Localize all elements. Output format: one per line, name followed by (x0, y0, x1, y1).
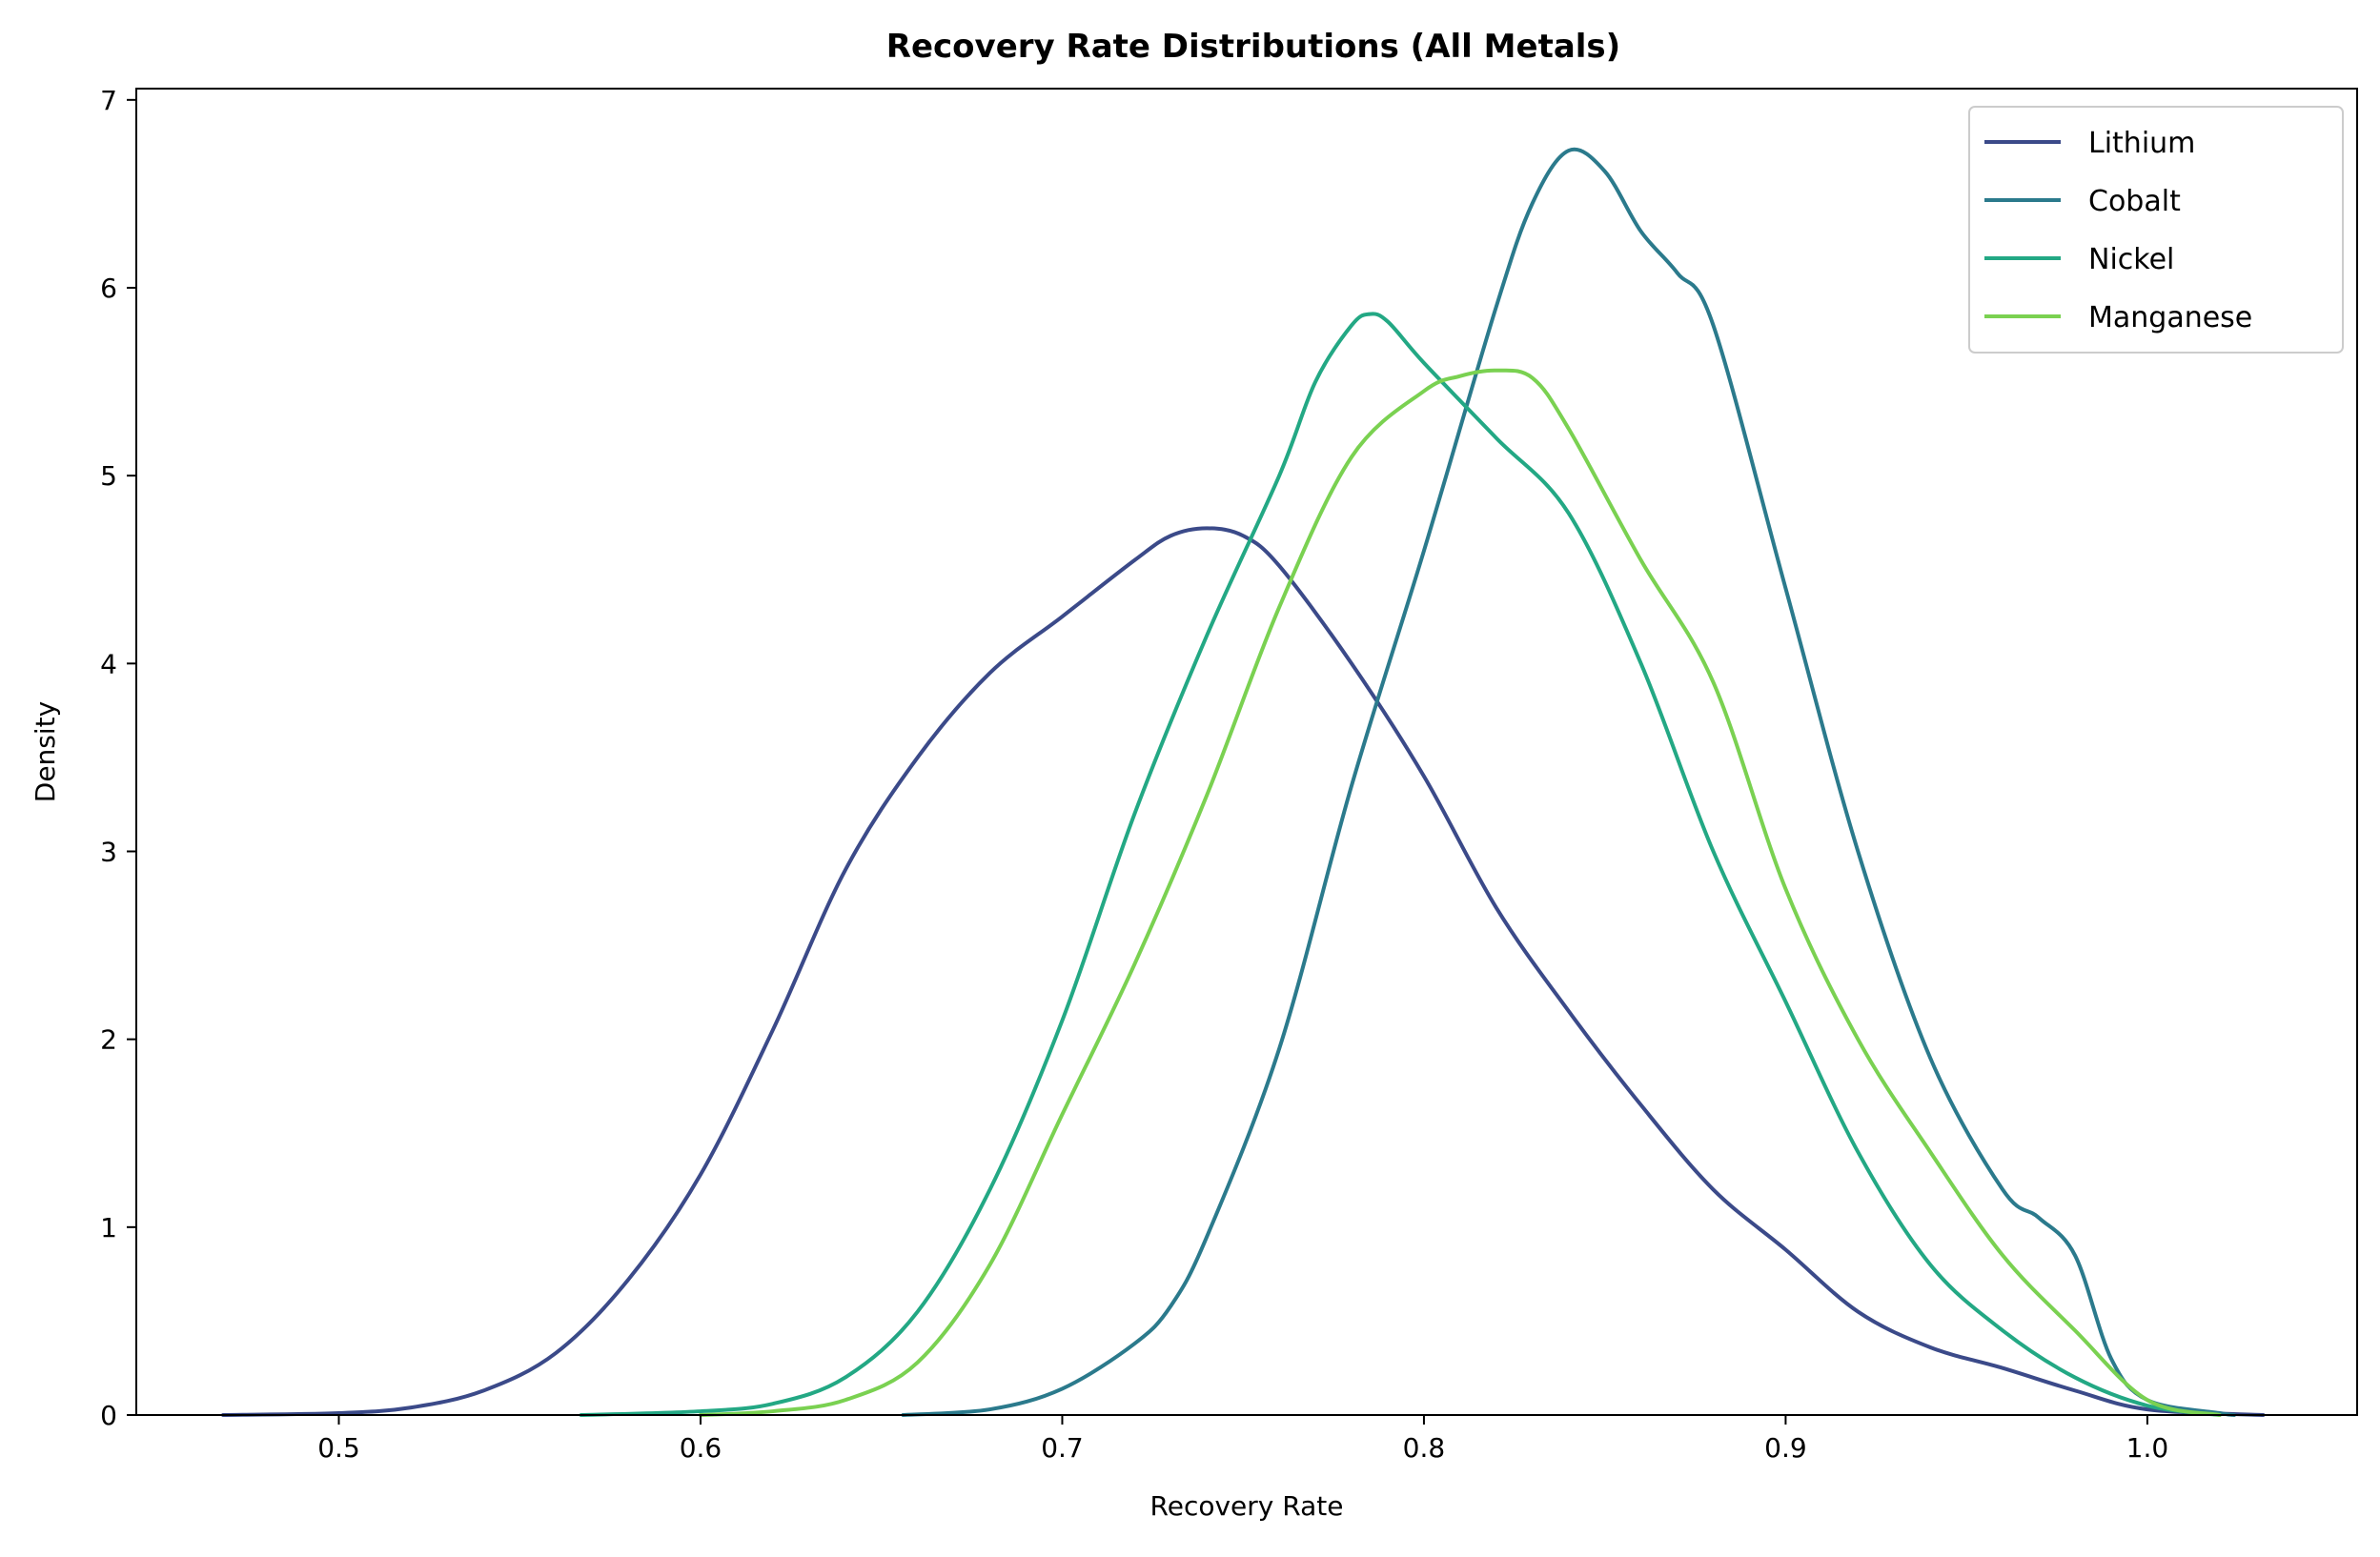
legend-label-lithium: Lithium (2088, 127, 2195, 160)
x-tick-label: 0.7 (1041, 1432, 1084, 1464)
y-axis-label: Density (30, 701, 61, 802)
x-tick-label: 0.9 (1764, 1432, 1807, 1464)
y-tick-label: 7 (100, 85, 117, 116)
x-axis-label: Recovery Rate (1150, 1490, 1344, 1522)
series-line-manganese (698, 368, 2222, 1417)
y-tick-label: 1 (100, 1212, 117, 1244)
x-tick-label: 0.6 (680, 1432, 722, 1464)
x-tick-label: 0.5 (317, 1432, 360, 1464)
legend: Lithium Cobalt Nickel Manganese (1968, 106, 2344, 354)
legend-label-manganese: Manganese (2088, 301, 2252, 334)
series-line-nickel (579, 312, 2222, 1417)
y-tick-label: 2 (100, 1024, 117, 1056)
y-axis-ticks: 0 1 2 3 4 5 6 7 (100, 85, 136, 1431)
y-tick-label: 4 (100, 648, 117, 679)
y-tick-label: 5 (100, 460, 117, 492)
series-line-lithium (221, 526, 2266, 1417)
x-axis-ticks: 0.5 0.6 0.7 0.8 0.9 1.0 (317, 1415, 2168, 1464)
legend-label-cobalt: Cobalt (2088, 185, 2181, 218)
x-tick-label: 0.8 (1403, 1432, 1446, 1464)
series-line-cobalt (901, 147, 2236, 1417)
legend-label-nickel: Nickel (2088, 243, 2174, 276)
legend-box (1968, 106, 2344, 354)
y-tick-label: 3 (100, 836, 117, 867)
series-layer (221, 147, 2266, 1417)
y-tick-label: 0 (100, 1400, 117, 1431)
chart-title: Recovery Rate Distributions (All Metals) (886, 28, 1620, 66)
y-tick-label: 6 (100, 273, 117, 304)
x-tick-label: 1.0 (2126, 1432, 2169, 1464)
plot-frame (135, 88, 2358, 1416)
